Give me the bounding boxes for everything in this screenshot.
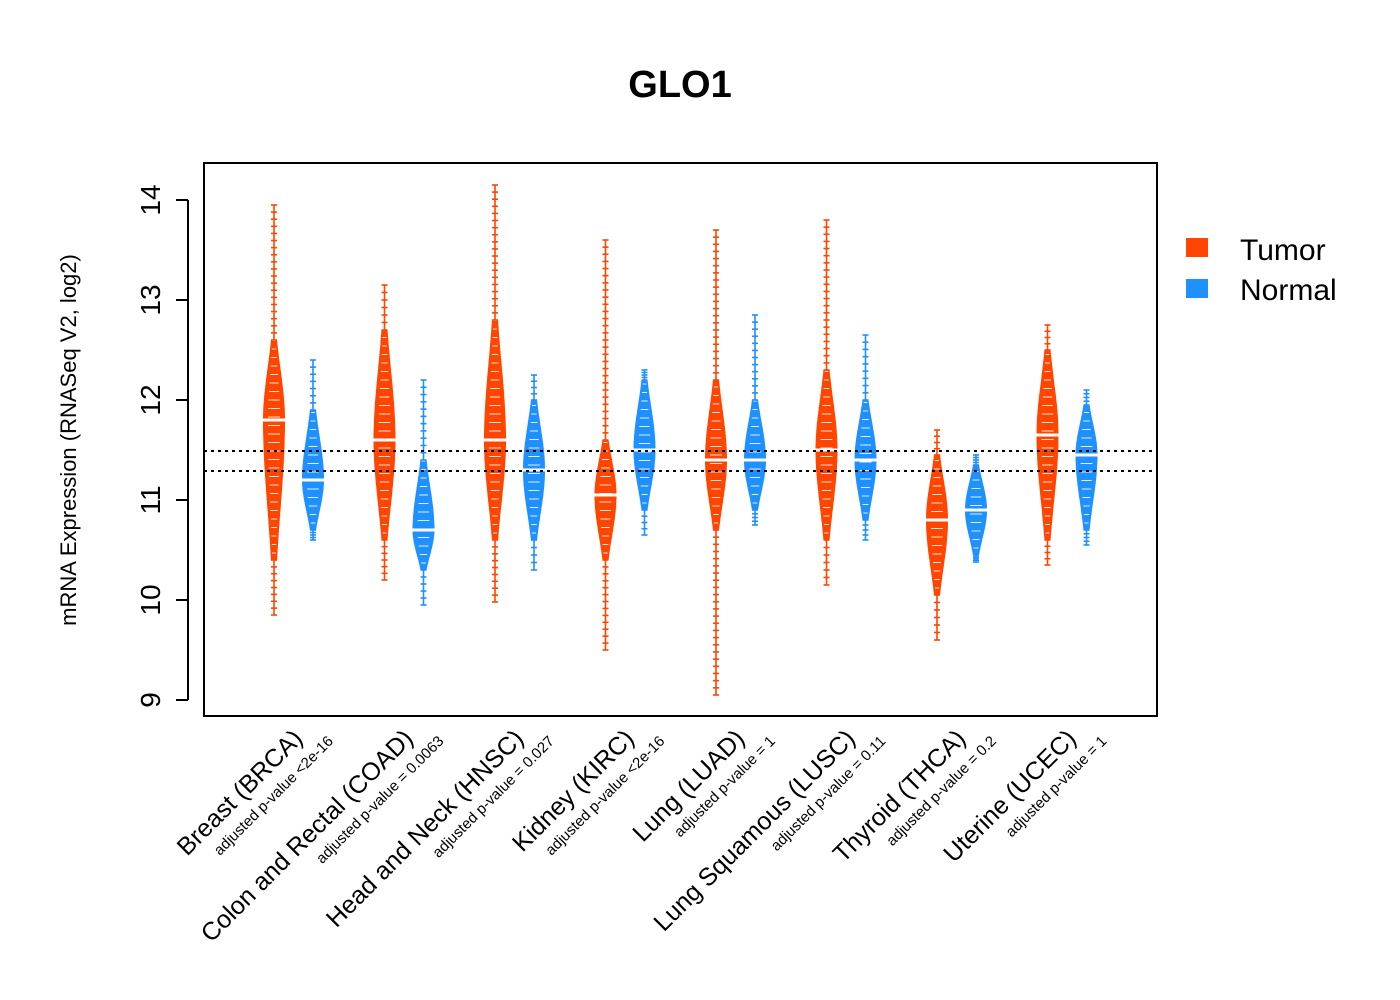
tumor-violin-6-body (926, 455, 948, 595)
chart-title: GLO1 (628, 64, 731, 106)
y-axis-label: mRNA Expression (RNASeq V2, log2) (56, 254, 81, 626)
tumor-violin-4 (703, 229, 729, 696)
tumor-violin-5-body (815, 370, 838, 540)
tumor-violin-0 (261, 204, 287, 616)
legend-label-normal: Normal (1240, 274, 1337, 307)
y-tick-label: 11 (135, 485, 166, 514)
normal-violin-7-body (1075, 405, 1098, 530)
tumor-violin-3-body (594, 440, 617, 560)
violin-layer (261, 184, 1100, 696)
tumor-violin-7-body (1036, 350, 1059, 540)
normal-violin-0-body (302, 410, 324, 530)
x-axis-labels: Breast (BRCA)adjusted p-value <2e-16Colo… (172, 724, 1111, 947)
tumor-violin-7 (1034, 324, 1061, 566)
legend: Tumor Normal (1186, 234, 1337, 307)
legend-label-tumor: Tumor (1240, 234, 1326, 267)
y-tick-label: 12 (135, 384, 166, 415)
tumor-violin-1-body (373, 330, 396, 540)
normal-violin-4-body (744, 400, 766, 510)
y-tick-label: 9 (135, 692, 166, 708)
tumor-violin-1 (371, 284, 398, 581)
tumor-violin-2 (482, 184, 508, 603)
y-tick-label: 13 (135, 284, 166, 315)
normal-violin-6 (963, 454, 989, 563)
normal-violin-3-body (633, 380, 656, 510)
tumor-violin-6 (924, 429, 950, 641)
normal-violin-3 (631, 369, 658, 536)
normal-violin-1-body (412, 460, 435, 570)
tumor-violin-3 (592, 239, 619, 651)
reference-lines (204, 450, 1157, 472)
normal-violin-0 (300, 359, 326, 541)
normal-violin-1 (410, 379, 437, 606)
normal-violin-7 (1073, 389, 1100, 546)
y-tick-label: 14 (135, 184, 166, 215)
tumor-violin-2-body (484, 320, 506, 540)
normal-violin-2 (521, 374, 547, 571)
legend-swatch-tumor (1186, 238, 1208, 257)
normal-violin-5 (852, 334, 879, 541)
legend-swatch-normal (1186, 279, 1208, 298)
plot-frame (203, 162, 1158, 717)
tumor-violin-5 (813, 219, 840, 586)
y-tick-label: 10 (135, 584, 166, 615)
y-axis: 9 10 11 12 13 14 (135, 184, 189, 708)
normal-violin-4 (742, 314, 768, 526)
